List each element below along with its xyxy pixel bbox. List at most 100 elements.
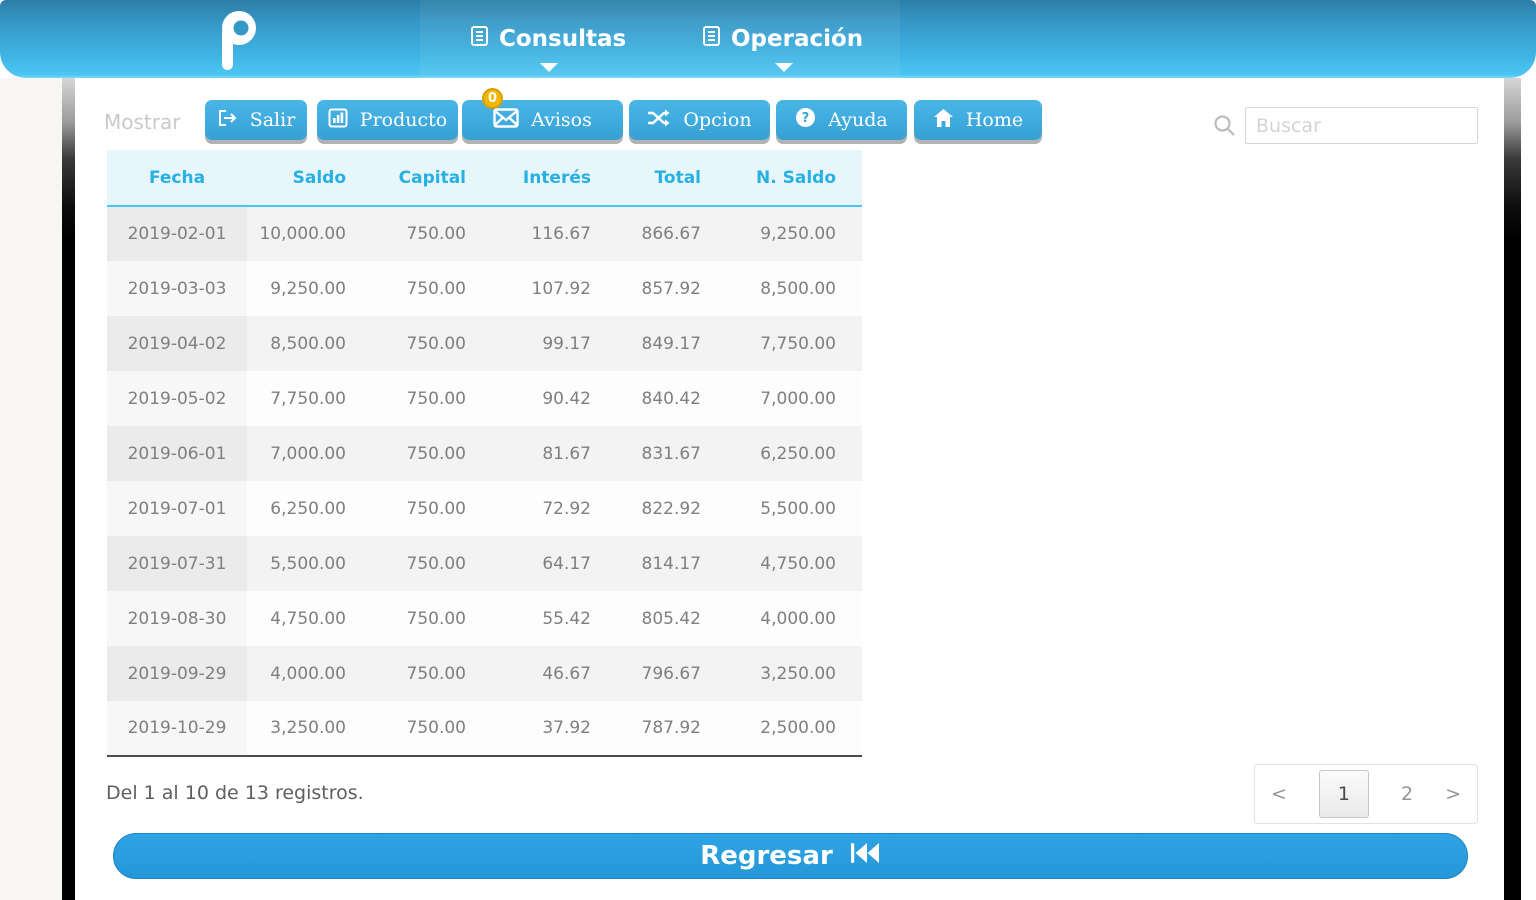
table-cell: 64.17 <box>542 553 591 574</box>
table-cell: 81.67 <box>542 443 591 464</box>
nav-label: Operación <box>731 26 864 52</box>
nav-item-consultas[interactable]: Consultas <box>470 0 626 78</box>
table-cell: 2,500.00 <box>760 718 836 738</box>
regresar-button[interactable]: Regresar <box>113 833 1468 879</box>
button-label: Home <box>965 109 1024 131</box>
producto-button[interactable]: Producto <box>317 100 458 140</box>
table-row[interactable]: 2019-05-02 7,750.00 750.00 90.42 840.42 7,000… <box>107 371 862 426</box>
table-cell: 37.92 <box>542 718 591 738</box>
nav-label: Consultas <box>499 26 627 52</box>
home-button[interactable]: Home <box>914 100 1042 140</box>
ayuda-button[interactable]: ? Ayuda <box>776 100 907 140</box>
table-cell: 4,750.00 <box>760 553 836 574</box>
frame-edge-right <box>1504 78 1521 900</box>
cell-fecha: 2019-03-03 <box>107 261 247 316</box>
opcion-button[interactable]: Opcion <box>629 100 770 140</box>
table-row[interactable]: 2019-07-01 6,250.00 750.00 72.92 822.92 5,500… <box>107 481 862 536</box>
col-header-interes[interactable]: Interés <box>492 150 617 207</box>
table-row[interactable]: 2019-09-29 4,000.00 750.00 46.67 796.67 3,250… <box>107 646 862 701</box>
button-label: Producto <box>359 109 448 131</box>
table-cell: 805.42 <box>641 608 701 629</box>
logout-icon <box>217 108 238 133</box>
table-cell: 99.17 <box>542 333 591 354</box>
table-cell: 866.67 <box>641 224 701 244</box>
table-cell: 840.42 <box>641 388 701 409</box>
salir-button[interactable]: Salir <box>205 100 307 140</box>
cell-fecha: 2019-09-29 <box>107 646 247 701</box>
table-cell: 6,250.00 <box>760 443 836 464</box>
home-icon <box>933 108 954 133</box>
shuffle-icon <box>647 108 671 133</box>
col-header-capital[interactable]: Capital <box>372 150 492 207</box>
search-icon <box>1213 114 1237 142</box>
table-cell: 750.00 <box>406 443 466 464</box>
table-cell: 7,750.00 <box>760 333 836 354</box>
table-cell: 750.00 <box>406 278 466 299</box>
table-cell: 814.17 <box>641 553 701 574</box>
table-cell: 5,500.00 <box>760 498 836 519</box>
cell-fecha: 2019-02-01 <box>107 206 247 261</box>
table-cell: 10,000.00 <box>259 224 346 244</box>
col-header-fecha[interactable]: Fecha <box>107 150 247 207</box>
cell-fecha: 2019-06-01 <box>107 426 247 481</box>
col-header-nsaldo[interactable]: N. Saldo <box>727 150 862 207</box>
table-row[interactable]: 2019-02-01 10,000.00 750.00 116.67 866.67 9,2… <box>107 206 862 261</box>
table-cell: 116.67 <box>531 224 591 244</box>
avisos-button[interactable]: 0 Avisos <box>462 88 623 140</box>
notification-badge: 0 <box>482 88 503 109</box>
table-cell: 4,000.00 <box>270 663 346 684</box>
pagination-next-button[interactable]: > <box>1445 783 1461 805</box>
cell-fecha: 2019-04-02 <box>107 316 247 371</box>
product-chart-icon <box>328 108 348 133</box>
button-label: Avisos <box>531 109 592 131</box>
table-row[interactable]: 2019-03-03 9,250.00 750.00 107.92 857.92 8,50… <box>107 261 862 316</box>
table-row[interactable]: 2019-10-29 3,250.00 750.00 37.92 787.92 2,500… <box>107 701 862 756</box>
table-cell: 8,500.00 <box>270 333 346 354</box>
cell-fecha: 2019-07-01 <box>107 481 247 536</box>
frame-edge-left <box>62 78 75 900</box>
pagination-prev-button[interactable]: < <box>1271 783 1287 805</box>
table-cell: 5,500.00 <box>270 553 346 574</box>
col-header-saldo[interactable]: Saldo <box>247 150 372 207</box>
pagination-page-1[interactable]: 1 <box>1318 770 1369 818</box>
cell-fecha: 2019-10-29 <box>107 701 247 756</box>
envelope-icon <box>493 107 519 133</box>
search-input[interactable] <box>1245 107 1478 144</box>
table-header-row: Fecha Saldo Capital Interés Total N. Sal… <box>107 150 862 207</box>
table-cell: 822.92 <box>641 498 701 519</box>
table-cell: 6,250.00 <box>270 498 346 519</box>
table-row[interactable]: 2019-07-31 5,500.00 750.00 64.17 814.17 4,750… <box>107 536 862 591</box>
pagination-page-2[interactable]: 2 <box>1400 783 1414 805</box>
table-cell: 831.67 <box>641 443 701 464</box>
table-cell: 72.92 <box>542 498 591 519</box>
app-header: Consultas Operación <box>0 0 1536 78</box>
button-label: Salir <box>249 109 296 131</box>
table-cell: 857.92 <box>641 278 701 299</box>
chevron-down-icon <box>540 63 559 72</box>
amortization-table: Fecha Saldo Capital Interés Total N. Sal… <box>107 150 862 757</box>
table-cell: 9,250.00 <box>270 278 346 299</box>
table-row[interactable]: 2019-08-30 4,750.00 750.00 55.42 805.42 4,000… <box>107 591 862 646</box>
table-cell: 3,250.00 <box>760 663 836 684</box>
table-cell: 750.00 <box>406 608 466 629</box>
nav-item-operacion[interactable]: Operación <box>702 0 863 78</box>
button-label: Ayuda <box>828 109 888 131</box>
svg-text:?: ? <box>802 111 810 126</box>
table-cell: 9,250.00 <box>760 224 836 244</box>
cell-fecha: 2019-05-02 <box>107 371 247 426</box>
table-cell: 46.67 <box>542 663 591 684</box>
button-label: Opcion <box>683 109 752 131</box>
table-cell: 750.00 <box>406 333 466 354</box>
table-cell: 750.00 <box>406 553 466 574</box>
help-icon: ? <box>795 107 816 133</box>
table-row[interactable]: 2019-04-02 8,500.00 750.00 99.17 849.17 7,750… <box>107 316 862 371</box>
table-row[interactable]: 2019-06-01 7,000.00 750.00 81.67 831.67 6,250… <box>107 426 862 481</box>
table-cell: 7,000.00 <box>270 443 346 464</box>
table-cell: 7,000.00 <box>760 388 836 409</box>
nav-panel <box>420 0 900 78</box>
table-info: Del 1 al 10 de 13 registros. <box>106 782 364 804</box>
cell-fecha: 2019-08-30 <box>107 591 247 646</box>
col-header-total[interactable]: Total <box>617 150 727 207</box>
table-cell: 4,750.00 <box>270 608 346 629</box>
